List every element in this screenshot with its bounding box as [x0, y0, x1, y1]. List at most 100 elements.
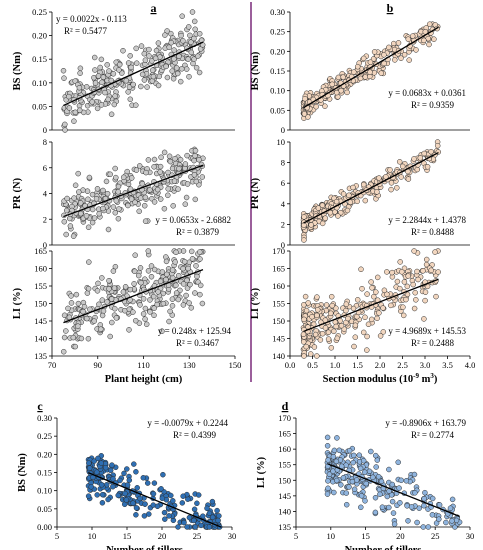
r-squared: R² = 0.2488: [411, 338, 455, 348]
data-point: [333, 458, 340, 465]
data-point: [109, 462, 115, 468]
data-point: [99, 79, 105, 86]
data-point: [127, 53, 133, 59]
data-point: [133, 167, 140, 173]
data-point: [343, 307, 349, 314]
data-point: [122, 307, 128, 314]
data-point: [162, 32, 168, 38]
data-point: [142, 57, 149, 63]
data-point: [340, 475, 347, 481]
data-point: [330, 454, 337, 460]
data-point: [92, 67, 98, 73]
data-point: [163, 63, 169, 70]
data-point: [110, 204, 117, 210]
data-point: [137, 495, 143, 502]
r-squared: R² = 0.9359: [411, 100, 455, 110]
data-point: [136, 163, 143, 169]
trend-line: [303, 26, 439, 109]
data-point: [127, 96, 134, 103]
y-tick-label: 0.20: [270, 46, 285, 56]
data-point: [344, 207, 351, 214]
trend-line: [327, 463, 460, 517]
data-point: [102, 89, 108, 96]
data-point: [177, 78, 184, 85]
data-point: [175, 524, 181, 530]
data-point: [105, 496, 111, 503]
data-point: [343, 501, 350, 508]
data-point: [146, 46, 152, 53]
trend-line: [63, 41, 204, 107]
data-point: [151, 305, 157, 311]
data-point: [337, 318, 343, 324]
data-point: [96, 210, 102, 217]
r-squared: R² = 0.5477: [64, 26, 108, 36]
data-point: [183, 292, 189, 299]
data-point: [124, 482, 131, 488]
data-point: [138, 43, 145, 49]
y-tick-label: 0.10: [32, 78, 47, 88]
data-point: [193, 263, 199, 269]
x-tick-label: 10: [88, 531, 97, 541]
data-point: [68, 293, 74, 299]
data-point: [173, 282, 179, 289]
y-tick-label: 140: [272, 351, 285, 361]
panel-a_pr: 0 2 4 6 8 PR (N) y = 0.0653x - 2.6882 R² = 0.38…: [12, 137, 235, 250]
trend-equation: y = 0.248x + 125.94: [158, 326, 232, 336]
data-point: [165, 186, 171, 192]
data-point: [361, 469, 368, 475]
x-tick-label: 150: [229, 360, 242, 370]
y-tick-label: 150: [278, 475, 291, 485]
data-point: [421, 316, 427, 322]
y-axis-label: LI (%): [256, 456, 267, 488]
data-point: [351, 343, 357, 350]
y-tick-label: 0: [281, 240, 285, 250]
y-axis-label: PR (N): [250, 177, 261, 209]
data-point: [195, 53, 201, 59]
data-point: [184, 181, 191, 187]
data-point: [379, 504, 386, 510]
data-point: [100, 308, 107, 314]
trend-equation: y = 0.0683x + 0.0361: [388, 88, 466, 98]
data-point: [143, 321, 150, 328]
data-point: [157, 196, 164, 202]
data-point: [346, 484, 352, 490]
data-point: [166, 44, 172, 51]
data-point: [363, 480, 369, 487]
data-point: [73, 291, 80, 298]
x-tick-label: 0.5: [307, 360, 318, 370]
data-point: [110, 268, 117, 274]
data-point: [405, 518, 411, 524]
y-axis-label: BS (Nm): [250, 51, 261, 90]
data-point: [75, 300, 82, 307]
data-point: [315, 205, 322, 211]
data-point: [449, 496, 456, 503]
data-point: [420, 268, 426, 274]
data-point: [388, 302, 394, 309]
data-point: [215, 517, 221, 524]
data-point: [70, 334, 77, 341]
data-point: [99, 500, 106, 506]
data-point: [191, 157, 197, 164]
data-point: [413, 47, 419, 53]
panel-label: a: [151, 1, 157, 15]
data-point: [352, 334, 359, 340]
data-point: [191, 172, 198, 178]
data-point: [368, 448, 374, 455]
y-tick-label: 165: [272, 264, 285, 274]
data-point: [116, 61, 123, 68]
data-point: [377, 333, 384, 339]
data-point: [112, 165, 118, 172]
y-tick-label: 4: [281, 199, 286, 209]
data-point: [157, 163, 164, 170]
data-point: [169, 267, 176, 273]
data-point: [186, 73, 192, 80]
data-point: [86, 465, 93, 471]
data-point: [367, 59, 374, 65]
data-point: [196, 156, 202, 163]
data-point: [63, 207, 70, 214]
data-point: [72, 343, 79, 350]
data-point: [175, 296, 182, 303]
data-point: [110, 71, 117, 77]
data-point: [126, 306, 133, 313]
y-tick-label: 0.30: [37, 413, 52, 423]
